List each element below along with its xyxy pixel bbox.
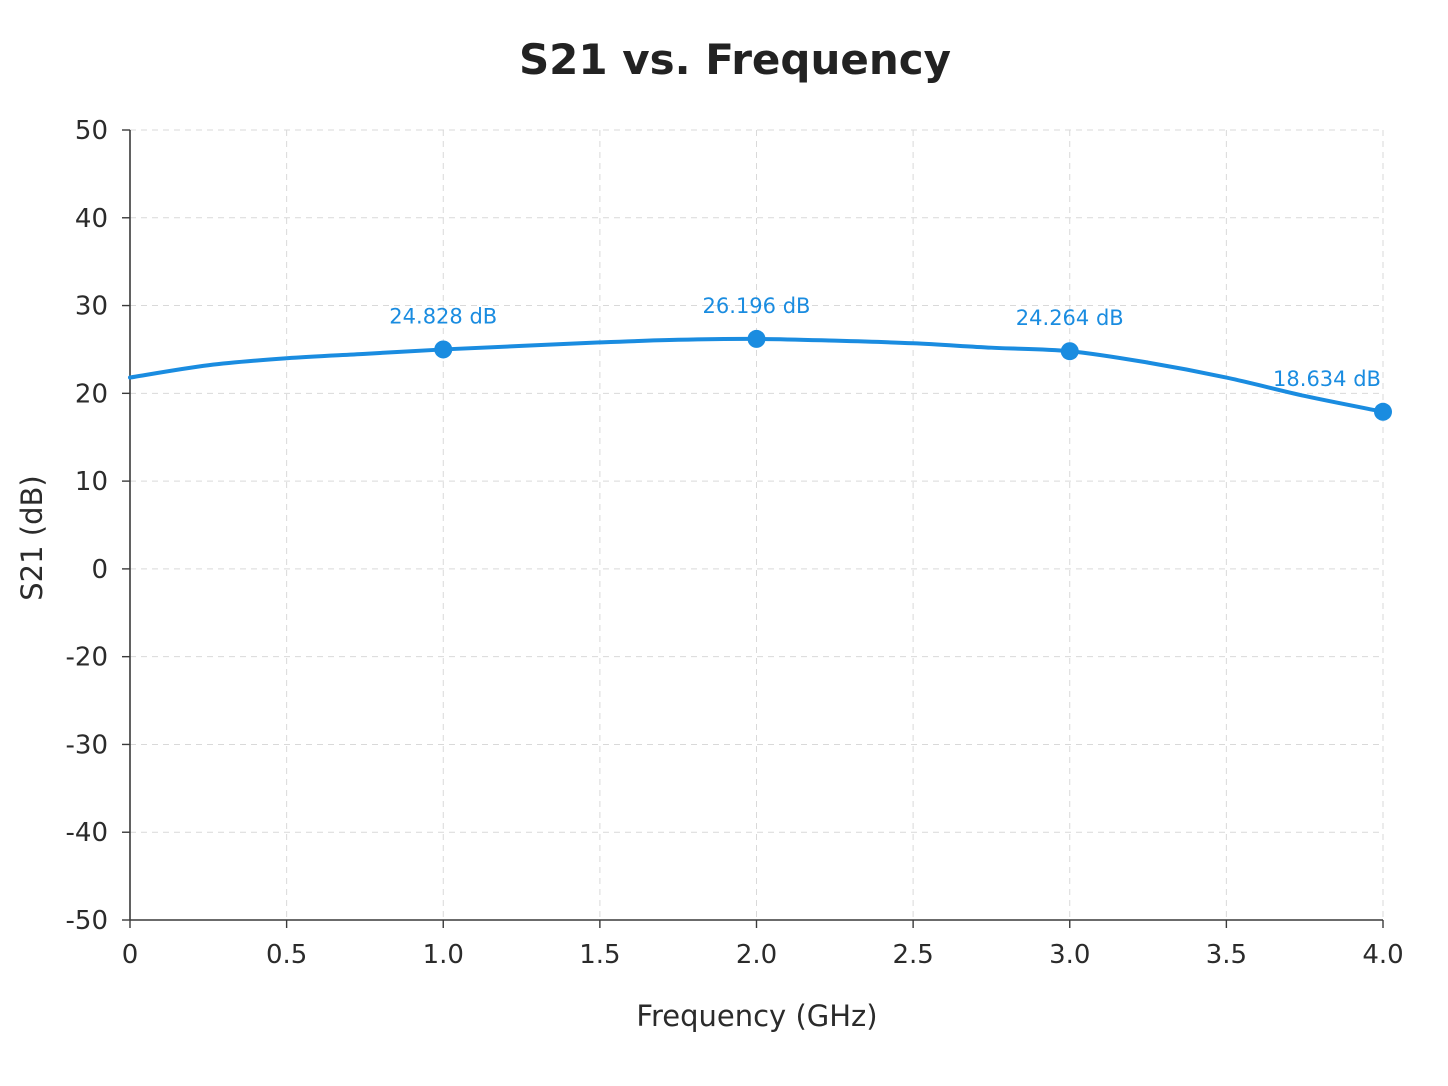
y-tick-label: 0 (91, 555, 108, 585)
x-tick-label: 4.0 (1362, 940, 1403, 970)
data-point-marker (1374, 402, 1392, 421)
x-tick-label: 3.0 (1049, 940, 1090, 970)
data-point-marker (434, 340, 453, 359)
y-tick-label: 20 (75, 379, 108, 409)
x-tick-label: 3.5 (1206, 940, 1247, 970)
y-tick-label: -40 (66, 818, 108, 848)
y-axis-ticks: 50 40 30 20 10 0 -20 -30 -40 -50 (66, 116, 130, 936)
x-tick-label: 2.0 (736, 940, 777, 970)
data-point-label: 26.196 dB (703, 294, 811, 318)
x-axis-ticks: 0 0.5 1.0 1.5 2.0 2.5 3.0 3.5 4.0 (122, 920, 1404, 970)
data-point-label: 24.264 dB (1016, 306, 1124, 330)
x-tick-label: 2.5 (892, 940, 933, 970)
x-tick-label: 1.0 (423, 940, 464, 970)
data-point-label: 24.828 dB (389, 304, 497, 328)
x-axis-title: Frequency (GHz) (636, 999, 877, 1033)
x-tick-label: 0 (122, 940, 139, 970)
y-tick-label: 10 (75, 467, 108, 497)
chart-title: S21 vs. Frequency (519, 35, 951, 84)
y-tick-label: -30 (66, 730, 108, 760)
series: 24.828 dB 26.196 dB 24.264 dB 18.634 dB (128, 294, 1392, 421)
data-point-marker (747, 329, 766, 348)
y-tick-label: -20 (66, 643, 108, 673)
y-tick-label: 30 (75, 292, 108, 322)
x-tick-label: 1.5 (579, 940, 620, 970)
grid (130, 129, 1384, 920)
y-tick-label: 40 (75, 204, 108, 234)
y-tick-label: -50 (66, 906, 108, 936)
data-point-marker (1060, 342, 1079, 361)
y-axis-title: S21 (dB) (15, 475, 49, 600)
y-tick-label: 50 (75, 116, 108, 146)
x-tick-label: 0.5 (266, 940, 307, 970)
data-point-label: 18.634 dB (1273, 367, 1381, 391)
